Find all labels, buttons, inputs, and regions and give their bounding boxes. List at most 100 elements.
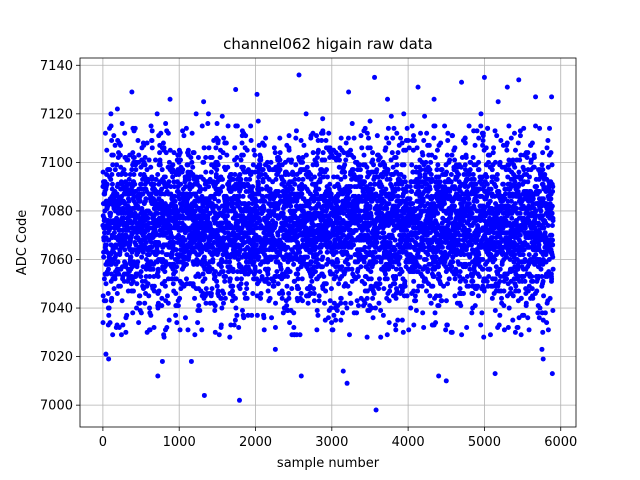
data-point: [147, 273, 153, 279]
data-point: [160, 140, 166, 146]
data-point: [324, 174, 330, 180]
data-point: [147, 225, 153, 231]
data-point: [185, 147, 191, 153]
data-point: [298, 138, 304, 144]
data-point: [257, 162, 263, 168]
data-point: [361, 152, 367, 158]
data-point: [478, 111, 484, 117]
data-point: [178, 181, 184, 187]
data-point: [479, 310, 485, 316]
data-point: [135, 206, 141, 212]
data-point: [135, 138, 141, 144]
data-point: [384, 135, 390, 141]
data-point: [388, 113, 394, 119]
data-point: [448, 179, 454, 185]
data-point: [377, 155, 383, 161]
data-point: [144, 140, 150, 146]
data-point: [338, 295, 344, 301]
data-point: [411, 322, 417, 328]
data-point: [217, 155, 223, 161]
data-point: [340, 310, 346, 316]
data-point: [293, 135, 299, 141]
data-point: [170, 174, 176, 180]
data-point: [247, 176, 253, 182]
data-point: [342, 174, 348, 180]
data-point: [342, 169, 348, 175]
data-point: [450, 259, 456, 265]
data-point: [232, 295, 238, 301]
data-point: [118, 332, 124, 338]
data-point: [476, 167, 482, 173]
data-point: [219, 259, 225, 265]
data-point: [136, 320, 142, 326]
data-point: [122, 130, 128, 136]
data-point: [371, 162, 377, 168]
data-point: [418, 167, 424, 173]
data-point: [411, 133, 417, 139]
data-point: [216, 198, 222, 204]
data-point: [242, 240, 248, 245]
data-point: [137, 198, 143, 204]
data-point: [237, 193, 243, 199]
data-point: [190, 164, 196, 170]
data-point: [277, 167, 283, 173]
data-point: [201, 254, 207, 260]
data-point: [405, 138, 411, 144]
data-point: [342, 300, 348, 306]
data-point: [271, 283, 277, 289]
data-point: [159, 198, 165, 204]
data-point: [111, 230, 117, 236]
data-point: [260, 179, 266, 185]
data-point: [450, 133, 456, 139]
data-point: [215, 138, 221, 144]
data-point: [232, 317, 238, 323]
data-point: [255, 118, 261, 124]
data-point: [475, 293, 481, 299]
data-point: [163, 121, 169, 127]
data-point: [231, 322, 237, 328]
data-point: [384, 206, 390, 212]
data-point: [241, 315, 247, 321]
data-point: [101, 276, 107, 282]
data-point: [232, 145, 238, 151]
data-point: [336, 152, 342, 158]
data-point: [138, 181, 144, 187]
data-point: [109, 138, 115, 144]
data-point: [146, 293, 152, 299]
data-point: [253, 269, 259, 275]
data-point: [364, 295, 370, 301]
data-point: [134, 281, 140, 287]
data-point: [333, 317, 339, 323]
data-point: [234, 123, 240, 129]
data-point: [389, 150, 395, 156]
data-point: [439, 244, 445, 250]
data-point: [328, 286, 334, 292]
data-point: [268, 159, 274, 165]
data-point: [314, 155, 320, 161]
data-point: [267, 295, 273, 301]
data-point: [373, 259, 379, 265]
data-point: [316, 298, 322, 304]
data-point: [254, 203, 260, 209]
data-point: [182, 254, 188, 260]
data-point: [434, 147, 440, 153]
data-point: [286, 295, 292, 301]
data-point: [123, 261, 129, 267]
data-point: [350, 167, 356, 173]
data-point: [142, 155, 148, 161]
data-point: [478, 123, 484, 129]
data-point: [212, 303, 218, 309]
data-point: [177, 327, 183, 333]
data-point: [144, 167, 150, 173]
data-point: [327, 181, 333, 187]
data-point: [293, 162, 299, 168]
data-point: [121, 215, 127, 221]
data-point: [393, 322, 399, 328]
data-point: [470, 172, 476, 178]
data-point: [375, 230, 381, 236]
data-point: [111, 133, 117, 139]
data-point: [201, 159, 207, 165]
data-point: [120, 322, 126, 328]
data-point: [285, 273, 291, 279]
data-point: [212, 273, 218, 279]
